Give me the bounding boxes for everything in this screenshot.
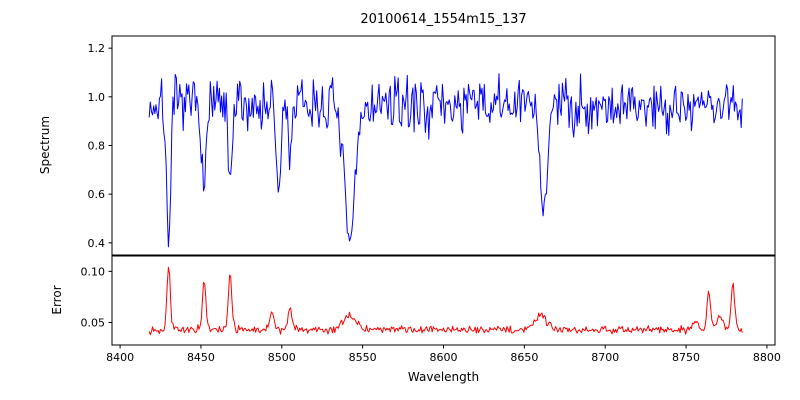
spectrum-y-tick-label: 0.8 (88, 140, 106, 153)
x-tick-label: 8750 (672, 351, 700, 364)
x-tick-label: 8700 (591, 351, 619, 364)
x-tick-label: 8400 (106, 351, 134, 364)
spectrum-axes-frame (111, 35, 776, 256)
spectrum-y-tick-label: 1.0 (88, 91, 106, 104)
x-tick-label: 8650 (510, 351, 538, 364)
error-line (148, 266, 743, 336)
x-tick-label: 8550 (349, 351, 377, 364)
error-axes-frame (111, 255, 776, 346)
error-y-tick-label: 0.05 (81, 316, 106, 329)
x-tick-label: 8500 (268, 351, 296, 364)
x-axis-label: Wavelength (407, 370, 480, 384)
error-y-tick-label: 0.10 (81, 265, 106, 278)
x-tick-label: 8600 (430, 351, 458, 364)
figure-title: 20100614_1554m15_137 (360, 12, 527, 27)
spectrum-y-tick-label: 0.4 (88, 237, 106, 250)
spectrum-y-axis-label: Spectrum (38, 115, 52, 175)
spectrum-line (148, 73, 743, 248)
error-y-axis-label: Error (50, 285, 64, 315)
x-tick-label: 8450 (187, 351, 215, 364)
spectrum-y-tick-label: 1.2 (88, 42, 106, 55)
spectrum-y-tick-label: 0.6 (88, 188, 106, 201)
x-tick-label: 8800 (753, 351, 781, 364)
